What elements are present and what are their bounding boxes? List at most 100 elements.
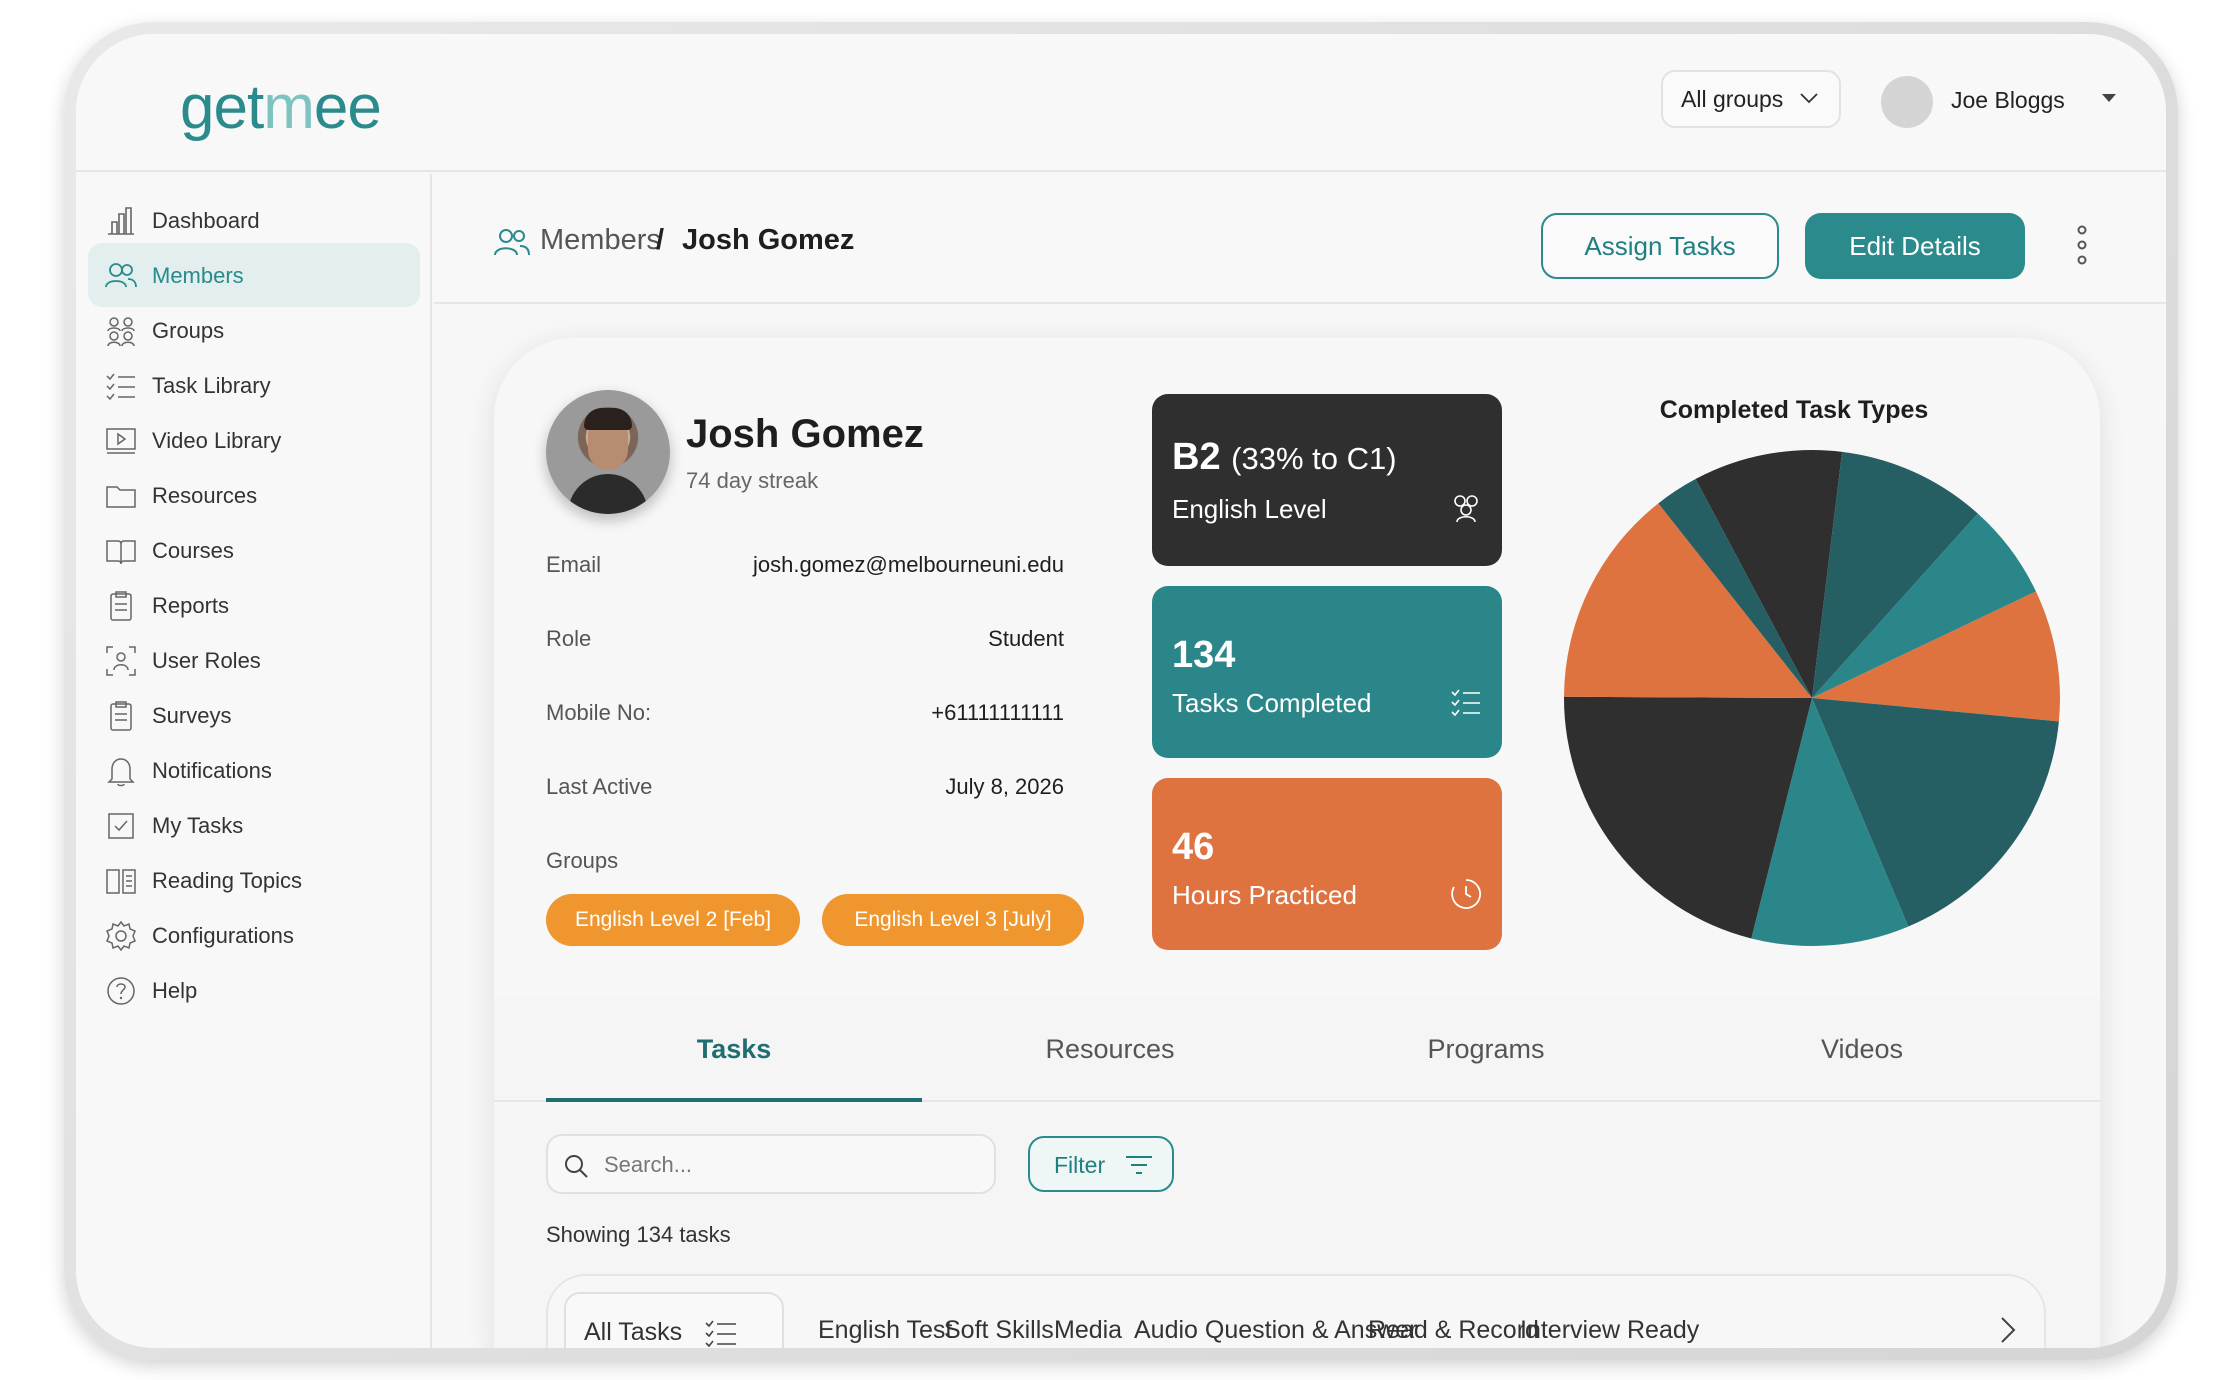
- timer-icon: [1451, 879, 1482, 909]
- category-read-record[interactable]: Read & Record: [1368, 1316, 1539, 1344]
- sidebar-item-label: Reading Topics: [152, 868, 303, 893]
- user-avatar[interactable]: [1881, 76, 1933, 128]
- sidebar-item-label: Dashboard: [152, 208, 260, 233]
- category-label: All Tasks: [584, 1318, 683, 1346]
- edit-details-button[interactable]: Edit Details: [1805, 213, 2025, 279]
- last-active-label: Last Active: [546, 774, 653, 799]
- chevron-right-icon[interactable]: [1996, 1312, 2020, 1348]
- pie-slice: [1658, 479, 1812, 698]
- sidebar-item-my-tasks[interactable]: My Tasks: [88, 793, 420, 857]
- profile-card: Josh Gomez 74 day streak Email josh.gome…: [494, 338, 2100, 1348]
- user-frame-icon: [106, 646, 136, 676]
- sidebar-item-label: Resources: [152, 483, 258, 508]
- folder-icon: [106, 486, 136, 508]
- sidebar-item-help[interactable]: Help: [88, 958, 420, 1022]
- checklist-icon: [1451, 689, 1480, 717]
- tab-bar: Tasks Resources Programs Videos: [494, 998, 2100, 1102]
- breadcrumb-current: Josh Gomez: [682, 224, 855, 256]
- active-tab-indicator: [546, 1098, 922, 1102]
- category-soft-skills[interactable]: Soft Skills: [944, 1316, 1054, 1344]
- sidebar-item-resources[interactable]: Resources: [88, 463, 420, 527]
- tab-resources[interactable]: Resources: [1045, 1034, 1175, 1064]
- tasks-completed-card: 134 Tasks Completed: [1152, 586, 1502, 758]
- checklist-icon: [705, 1320, 736, 1348]
- tasks-completed-value: 134: [1172, 634, 1236, 676]
- clipboard-icon: [110, 701, 132, 731]
- level-value: B2: [1172, 436, 1221, 478]
- sidebar-item-label: Notifications: [152, 758, 272, 783]
- sidebar-item-members[interactable]: Members: [88, 243, 420, 307]
- sidebar-item-label: My Tasks: [152, 813, 244, 838]
- sidebar-item-user-roles[interactable]: User Roles: [88, 628, 420, 692]
- sidebar-item-label: Task Library: [152, 373, 271, 398]
- pie-slice: [1564, 696, 1812, 939]
- filter-button[interactable]: Filter: [1028, 1136, 1174, 1192]
- sidebar-item-label: User Roles: [152, 648, 261, 673]
- email-label: Email: [546, 552, 602, 577]
- hours-practiced-value: 46: [1172, 826, 1215, 868]
- profile-streak: 74 day streak: [686, 468, 819, 493]
- top-bar: getmee All groups Joe Bloggs: [76, 34, 2166, 172]
- pie-slice: [1751, 698, 1909, 946]
- sidebar-item-reports[interactable]: Reports: [88, 573, 420, 637]
- hours-practiced-card: 46 Hours Practiced: [1152, 778, 1502, 950]
- groups-select[interactable]: All groups: [1661, 70, 1841, 128]
- level-label: English Level: [1172, 494, 1327, 524]
- sidebar-item-label: Reports: [152, 593, 230, 618]
- app-logo[interactable]: getmee: [180, 73, 382, 142]
- bell-icon: [107, 758, 135, 787]
- category-english-test[interactable]: English Test: [818, 1316, 953, 1344]
- open-book-icon: [106, 869, 136, 894]
- category-interview-ready[interactable]: Interview Ready: [1520, 1316, 1700, 1344]
- level-progress: (33% to C1): [1231, 441, 1397, 476]
- pie-slice: [1812, 451, 1978, 698]
- search-box[interactable]: [546, 1134, 996, 1194]
- users-icon: [1454, 495, 1478, 523]
- tab-videos[interactable]: Videos: [1820, 1034, 1904, 1064]
- sidebar-item-video-library[interactable]: Video Library: [88, 408, 420, 472]
- filter-label: Filter: [1054, 1152, 1106, 1178]
- more-options-icon[interactable]: [2076, 224, 2088, 266]
- sidebar-item-courses[interactable]: Courses: [88, 518, 420, 582]
- clipboard-icon: [110, 591, 132, 621]
- group-tag[interactable]: English Level 2 [Feb]: [546, 894, 800, 946]
- sidebar-item-configurations[interactable]: Configurations: [88, 903, 420, 967]
- device-frame: getmee All groups Joe Bloggs Dashboard M…: [64, 22, 2178, 1360]
- role-value: Student: [988, 626, 1064, 651]
- caret-down-icon[interactable]: [2102, 94, 2116, 102]
- mobile-label: Mobile No:: [546, 700, 652, 725]
- gear-icon: [106, 920, 136, 952]
- pie-slice: [1564, 503, 1812, 698]
- sidebar-item-notifications[interactable]: Notifications: [88, 738, 420, 802]
- sidebar-item-label: Courses: [152, 538, 234, 563]
- sidebar-item-label: Configurations: [152, 923, 294, 948]
- checklist-icon: [106, 373, 135, 401]
- checkbox-icon: [108, 813, 134, 839]
- breadcrumb-separator: /: [656, 224, 665, 256]
- group-tag[interactable]: English Level 3 [July]: [822, 894, 1084, 946]
- sidebar-item-groups[interactable]: Groups: [88, 298, 420, 362]
- tasks-completed-label: Tasks Completed: [1172, 688, 1372, 718]
- pie-slice: [1812, 591, 2060, 722]
- breadcrumb-parent[interactable]: Members: [540, 224, 661, 256]
- tab-programs[interactable]: Programs: [1427, 1034, 1545, 1064]
- category-all-tasks[interactable]: All Tasks: [564, 1292, 784, 1348]
- sidebar-item-label: Groups: [152, 318, 225, 343]
- tab-tasks[interactable]: Tasks: [696, 1034, 772, 1064]
- user-name[interactable]: Joe Bloggs: [1951, 87, 2065, 113]
- tasks-panel: Filter Showing 134 tasks All Tasks Engli…: [494, 1104, 2100, 1348]
- sidebar-item-reading-topics[interactable]: Reading Topics: [88, 848, 420, 912]
- email-value: josh.gomez@melbourneuni.edu: [753, 552, 1064, 577]
- pie-slice: [1695, 450, 1843, 698]
- category-media[interactable]: Media: [1054, 1316, 1123, 1344]
- book-icon: [106, 540, 136, 565]
- sidebar-item-label: Surveys: [152, 703, 232, 728]
- sidebar-item-task-library[interactable]: Task Library: [88, 353, 420, 417]
- search-input[interactable]: [604, 1150, 984, 1180]
- users-icon: [494, 229, 530, 256]
- chart-title: Completed Task Types: [1659, 396, 1929, 424]
- assign-tasks-button[interactable]: Assign Tasks: [1541, 213, 1779, 279]
- category-audio-qa[interactable]: Audio Question & Answer: [1134, 1316, 1418, 1344]
- sidebar-item-dashboard[interactable]: Dashboard: [88, 188, 420, 252]
- sidebar-item-surveys[interactable]: Surveys: [88, 683, 420, 747]
